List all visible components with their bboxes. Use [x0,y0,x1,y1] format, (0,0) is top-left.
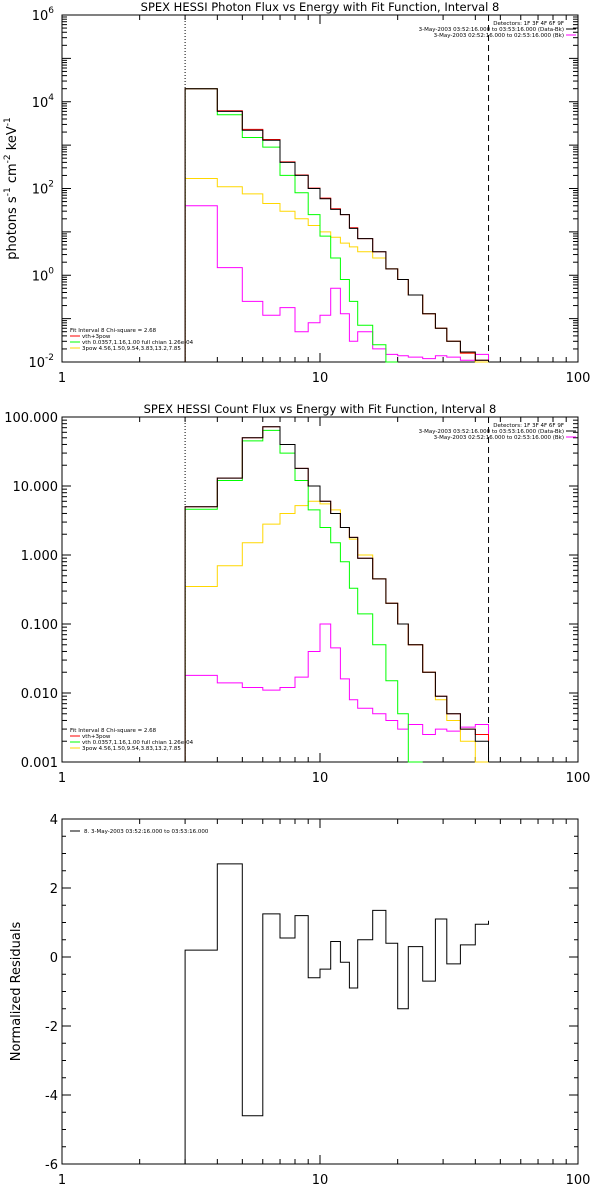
legend-entry: 3-May-2003 03:52:16.000 to 03:53:16.000 … [419,27,564,33]
y-tick-label: 100.000 [4,411,58,426]
x-tick-label: 10 [312,771,329,786]
x-tick-label: 10 [312,371,329,386]
y-tick-label: 0.100 [21,618,58,633]
y-axis-label: photons s-1 cm-2 keV-1 [3,117,20,259]
legend-entry: Fit Interval 8 Chi-square = 2.68 [70,728,157,734]
legend-entry: vth+3pow [82,734,111,740]
y-tick-base: 10 [32,96,49,111]
y-tick-exponent: 0 [48,266,54,276]
legend-entry: 3-May-2003 02:52:16.000 to 02:53:16.000 … [434,33,564,39]
y-tick-label: 1.000 [21,549,58,564]
legend-entry: 3pow 4.56,1.50,9.54,3.83,13.2,7.85 [82,346,181,352]
x-tick-label: 100 [566,1173,591,1188]
series-line-1 [184,88,489,362]
y-axis-label: Normalized Residuals [9,922,24,1062]
chart-title-0: SPEX HESSI Photon Flux vs Energy with Fi… [141,0,500,14]
x-tick-label: 100 [566,771,591,786]
y-tick-base: 10 [32,9,49,24]
series-line-4 [184,623,489,762]
series-line-0 [184,88,489,362]
y-tick-base: 10 [32,269,49,284]
series-line-3 [184,500,489,763]
y-tick-label: 4 [50,813,58,828]
y-tick-label: -6 [45,1158,58,1173]
chart-title-1: SPEX HESSI Count Flux vs Energy with Fit… [144,402,497,416]
y-tick-label: -4 [45,1089,58,1104]
y-tick-label: 10.000 [13,480,59,495]
y-tick-label: 10-2 [28,353,54,371]
x-tick-label: 100 [566,371,591,386]
y-tick-label: 0.001 [21,756,58,771]
y-tick-base: 10 [28,356,45,371]
y-tick-label: 106 [32,6,55,24]
y-tick-label: 0 [50,951,58,966]
y-tick-base: 10 [32,183,49,198]
y-tick-label: 102 [32,180,54,198]
y-tick-exponent: 2 [48,180,54,190]
series-line-3 [184,178,489,363]
y-axis-label-part: -1 [3,117,13,126]
series-line-4 [184,205,489,362]
y-axis-label-part: -2 [3,154,13,163]
legend-entry: 3pow 4.56,1.50,9.54,3.83,13.2,7.85 [82,746,181,752]
series-line-0 [184,426,489,762]
plot-frame-1 [61,416,579,763]
series-line-1 [184,426,489,762]
y-tick-label: -2 [45,1020,58,1035]
y-axis-label-part: -1 [3,187,13,196]
x-tick-label: 1 [58,1173,66,1188]
legend-entry: vth+3pow [82,334,111,340]
y-tick-label: 2 [50,882,58,897]
legend-entry: Detectors: 1F 3F 4F 6F 9F [493,423,564,429]
series-line-0 [184,863,489,1164]
y-axis-label-part: cm [5,163,20,187]
legend-entry: 8. 3-May-2003 03:52:16.000 to 03:53:16.0… [84,829,209,835]
legend-entry: 3-May-2003 03:52:16.000 to 03:53:16.000 … [419,429,564,435]
legend-entry: vth 0.0357,1.16,1.00 full chian 1.26e-04 [82,740,194,746]
y-tick-label: 104 [32,93,55,111]
series-line-2 [184,429,423,763]
y-tick-label: 100 [32,266,55,284]
y-axis-label-part: photons s [5,196,20,260]
plot-frame-2 [61,818,579,1165]
legend-entry: 3-May-2003 02:52:16.000 to 02:53:16.000 … [434,435,564,441]
legend-entry: Detectors: 1F 3F 4F 6F 9F [493,21,564,27]
y-tick-exponent: -2 [45,353,54,363]
x-tick-label: 1 [58,771,66,786]
x-tick-label: 1 [58,371,66,386]
x-tick-label: 10 [312,1173,329,1188]
y-tick-exponent: 6 [48,6,54,16]
y-tick-exponent: 4 [48,93,54,103]
y-tick-label: 0.010 [21,687,58,702]
legend-entry: vth 0.0357,1.16,1.00 full chian 1.26e-04 [82,340,194,346]
y-axis-label-part: keV [5,126,20,154]
legend-entry: Fit Interval 8 Chi-square = 2.68 [70,328,157,334]
